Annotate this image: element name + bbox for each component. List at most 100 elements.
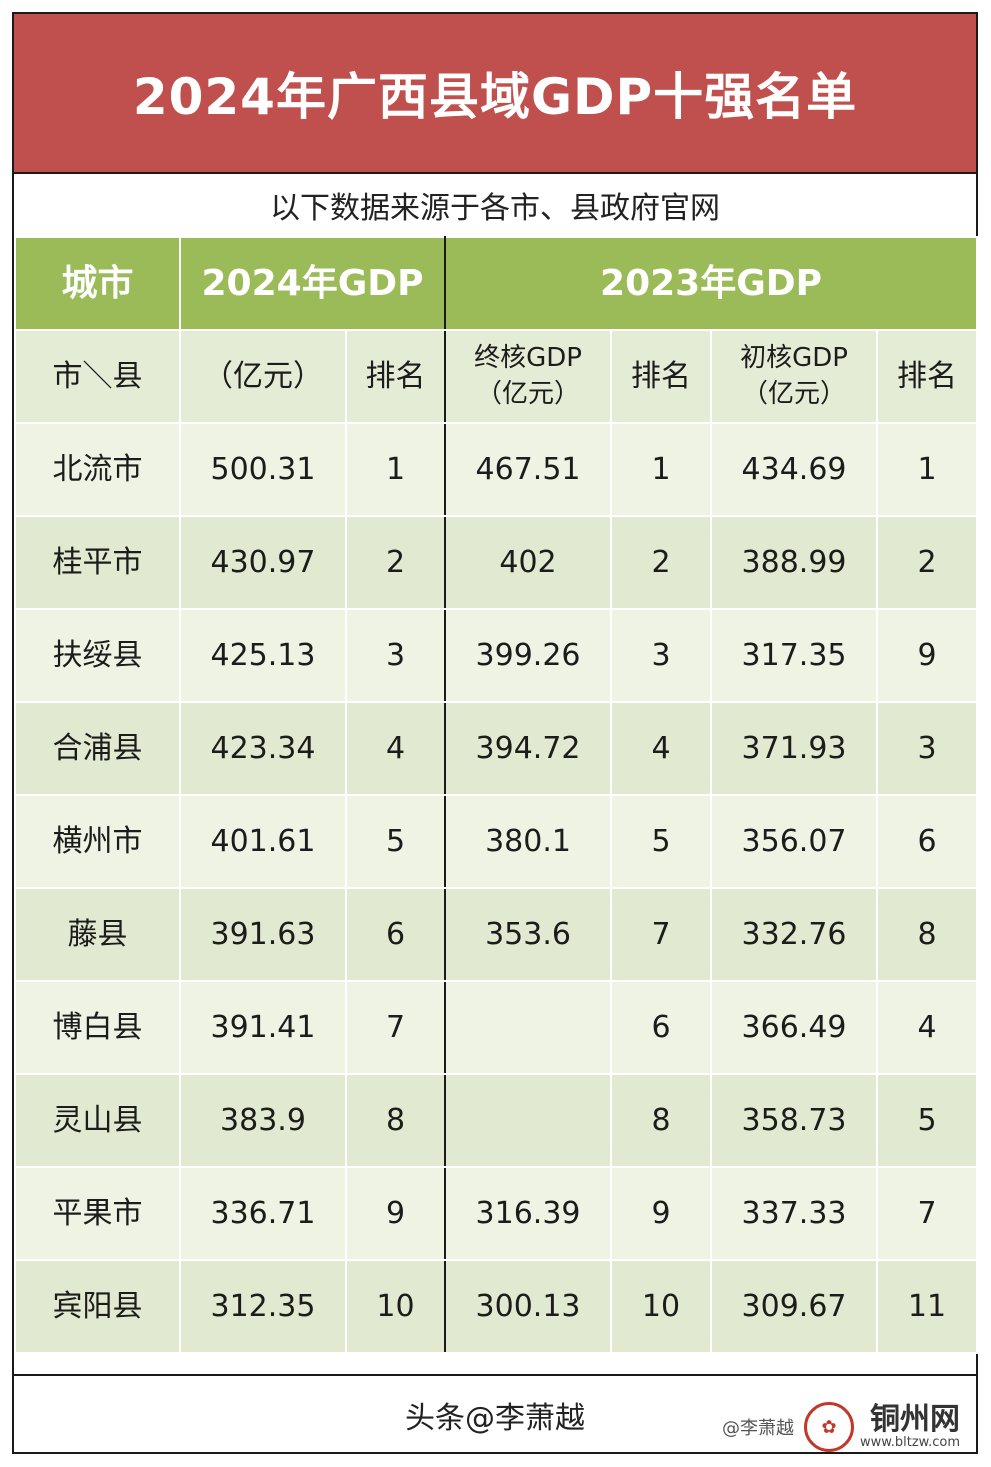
cell-final-rank-2023: 8 [610,1073,713,1168]
table-row: 平果市 336.71 9 316.39 9 337.33 7 [14,1166,979,1261]
cell-final-rank-2023: 6 [610,980,713,1075]
cell-rank-2024: 7 [344,980,447,1075]
header-gdp-2024: 2024年GDP [178,236,447,331]
cell-prelim-rank-2023: 11 [876,1259,979,1354]
cell-city: 藤县 [14,887,181,982]
cell-final-gdp-2023: 380.1 [444,794,613,889]
cell-prelim-gdp-2023: 317.35 [710,608,879,703]
cell-final-gdp-2023 [444,980,613,1075]
cell-city: 博白县 [14,980,181,1075]
table-row: 博白县 391.41 7 6 366.49 4 [14,980,979,1075]
cell-city: 宾阳县 [14,1259,181,1354]
table-frame: 2024年广西县域GDP十强名单 以下数据来源于各市、县政府官网 城市 2024… [12,12,979,1454]
subheader-final-rank: 排名 [610,329,713,424]
header-row-sub: 市＼县 （亿元） 排名 终核GDP （亿元） 排名 初核GDP （亿元） 排名 [14,329,979,424]
header-row-top: 城市 2024年GDP 2023年GDP [14,236,979,331]
cell-city: 灵山县 [14,1073,181,1168]
cell-final-rank-2023: 3 [610,608,713,703]
cell-gdp-2024: 391.41 [179,980,347,1075]
table-row: 北流市 500.31 1 467.51 1 434.69 1 [14,422,979,517]
cell-gdp-2024: 391.63 [179,887,347,982]
cell-prelim-gdp-2023: 358.73 [710,1073,879,1168]
cell-prelim-gdp-2023: 337.33 [710,1166,879,1261]
cell-city: 桂平市 [14,515,181,610]
watermark-text: 铜州网 www.bltzw.com [860,1401,960,1450]
subheader-rank-2024: 排名 [344,329,447,424]
header-city: 城市 [14,236,181,331]
footer: 头条@李萧越 @李萧越 ✿ 铜州网 www.bltzw.com [14,1374,976,1454]
cell-rank-2024: 6 [344,887,447,982]
cell-prelim-gdp-2023: 434.69 [710,422,879,517]
table-row: 扶绥县 425.13 3 399.26 3 317.35 9 [14,608,979,703]
cell-city: 横州市 [14,794,181,889]
watermark-site: 铜州网 [870,1401,960,1437]
table-title: 2024年广西县域GDP十强名单 [14,14,976,174]
cell-final-gdp-2023: 402 [444,515,613,610]
gdp-table: 城市 2024年GDP 2023年GDP 市＼县 （亿元） 排名 终核GDP （… [14,236,979,1354]
watermark-url: www.bltzw.com [860,1434,960,1450]
cell-rank-2024: 5 [344,794,447,889]
cell-gdp-2024: 423.34 [179,701,347,796]
cell-prelim-gdp-2023: 309.67 [710,1259,879,1354]
cell-city: 北流市 [14,422,181,517]
cell-final-rank-2023: 10 [610,1259,713,1354]
cell-final-gdp-2023: 353.6 [444,887,613,982]
cell-gdp-2024: 336.71 [179,1166,347,1261]
cell-rank-2024: 10 [344,1259,447,1354]
cell-gdp-2024: 425.13 [179,608,347,703]
cell-prelim-gdp-2023: 332.76 [710,887,879,982]
cell-final-gdp-2023: 467.51 [444,422,613,517]
cell-city: 扶绥县 [14,608,181,703]
table-row: 宾阳县 312.35 10 300.13 10 309.67 11 [14,1259,979,1354]
cell-final-rank-2023: 2 [610,515,713,610]
cell-rank-2024: 1 [344,422,447,517]
cell-final-gdp-2023: 394.72 [444,701,613,796]
footer-credit: 头条@李萧越 [405,1401,585,1436]
cell-prelim-gdp-2023: 388.99 [710,515,879,610]
cell-final-rank-2023: 9 [610,1166,713,1261]
subheader-city: 市＼县 [14,329,181,424]
cell-gdp-2024: 383.9 [179,1073,347,1168]
cell-final-gdp-2023: 399.26 [444,608,613,703]
table-row: 藤县 391.63 6 353.6 7 332.76 8 [14,887,979,982]
table-row: 横州市 401.61 5 380.1 5 356.07 6 [14,794,979,889]
cell-prelim-rank-2023: 7 [876,1166,979,1261]
cell-final-gdp-2023 [444,1073,613,1168]
cell-prelim-rank-2023: 4 [876,980,979,1075]
cell-city: 合浦县 [14,701,181,796]
subheader-final-gdp: 终核GDP （亿元） [444,329,613,424]
subheader-gdp2024-unit: （亿元） [179,329,347,424]
cell-final-rank-2023: 5 [610,794,713,889]
cell-prelim-rank-2023: 5 [876,1073,979,1168]
cell-final-gdp-2023: 300.13 [444,1259,613,1354]
subheader-prelim-rank: 排名 [876,329,979,424]
cell-rank-2024: 2 [344,515,447,610]
cell-final-rank-2023: 4 [610,701,713,796]
cell-gdp-2024: 500.31 [179,422,347,517]
cell-gdp-2024: 401.61 [179,794,347,889]
cell-prelim-rank-2023: 9 [876,608,979,703]
cell-gdp-2024: 430.97 [179,515,347,610]
source-note: 以下数据来源于各市、县政府官网 [14,174,976,238]
cell-final-rank-2023: 7 [610,887,713,982]
cell-prelim-rank-2023: 6 [876,794,979,889]
header-gdp-2023: 2023年GDP [444,236,979,331]
cell-prelim-rank-2023: 3 [876,701,979,796]
cell-rank-2024: 4 [344,701,447,796]
cell-prelim-gdp-2023: 356.07 [710,794,879,889]
cell-final-gdp-2023: 316.39 [444,1166,613,1261]
watermark-handle: @李萧越 [722,1418,795,1439]
cell-rank-2024: 3 [344,608,447,703]
cell-prelim-rank-2023: 2 [876,515,979,610]
table-row: 灵山县 383.9 8 8 358.73 5 [14,1073,979,1168]
cell-prelim-gdp-2023: 366.49 [710,980,879,1075]
cell-gdp-2024: 312.35 [179,1259,347,1354]
table-row: 桂平市 430.97 2 402 2 388.99 2 [14,515,979,610]
watermark: @李萧越 ✿ 铜州网 www.bltzw.com [722,1402,960,1452]
cell-final-rank-2023: 1 [610,422,713,517]
subheader-prelim-gdp: 初核GDP （亿元） [710,329,879,424]
cell-prelim-rank-2023: 1 [876,422,979,517]
cell-prelim-gdp-2023: 371.93 [710,701,879,796]
cell-city: 平果市 [14,1166,181,1261]
watermark-seal-icon: ✿ [804,1402,855,1452]
